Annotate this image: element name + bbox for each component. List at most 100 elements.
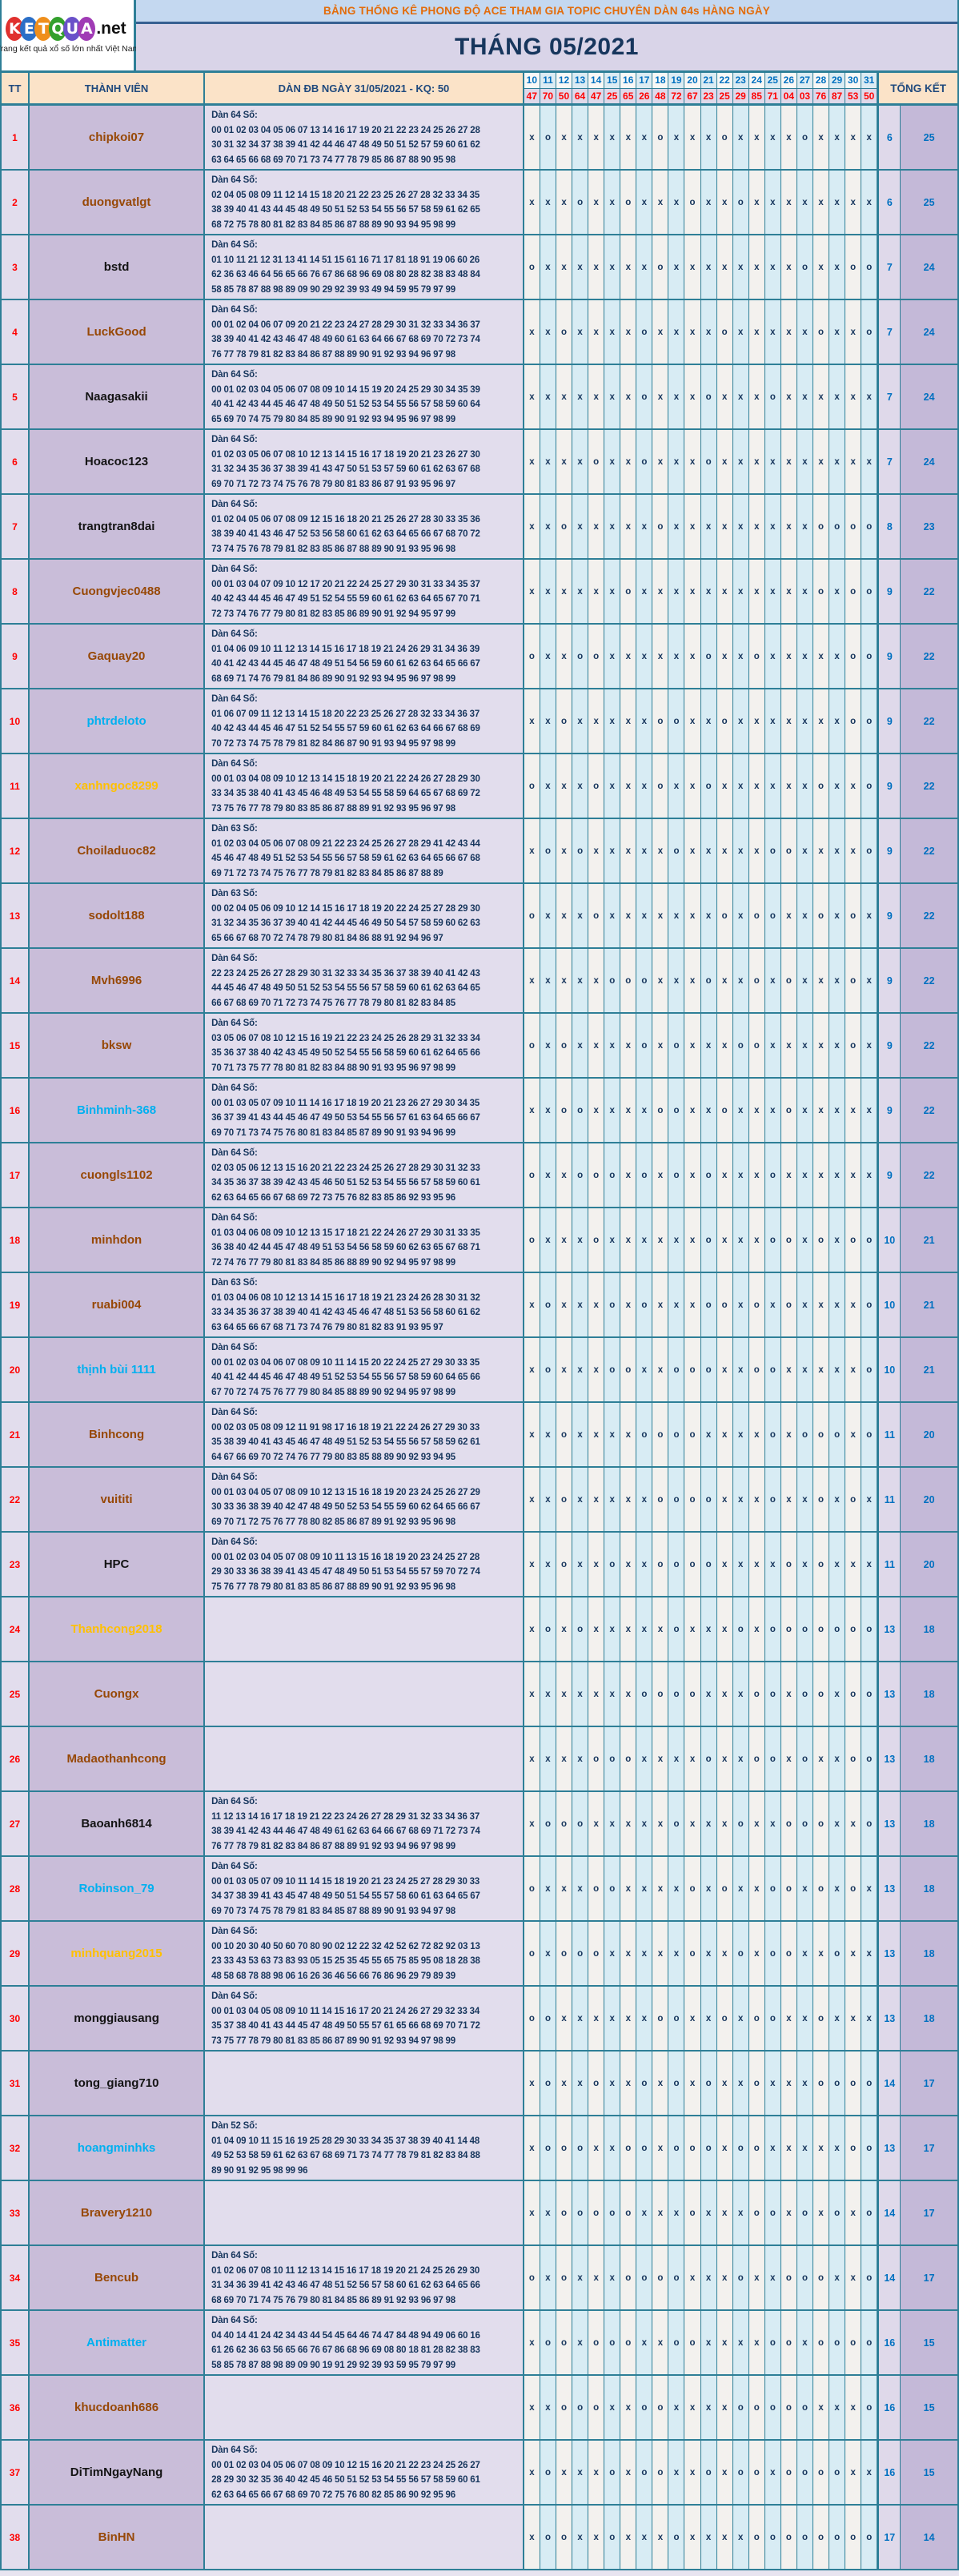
- mark-cell: x: [540, 1857, 556, 1920]
- mark-cell: x: [684, 1143, 701, 1207]
- dan-numbers-line: 00 01 02 03 04 06 07 08 09 10 11 14 15 2…: [211, 1357, 480, 1368]
- dan-numbers-line: 40 42 43 44 45 46 47 49 51 52 54 55 59 6…: [211, 594, 480, 604]
- dan-numbers-line: 64 67 66 69 70 72 74 76 77 79 80 83 85 8…: [211, 1452, 455, 1462]
- mark-cell: o: [668, 689, 685, 753]
- mark-cell: o: [524, 1014, 540, 1077]
- row-index: 23: [2, 1533, 30, 1596]
- kq-value-cell: 23: [700, 88, 717, 103]
- mark-cell: x: [829, 300, 846, 364]
- total-miss-count: 9: [879, 689, 901, 753]
- mark-cell: x: [604, 754, 621, 818]
- mark-cell: x: [716, 560, 733, 623]
- mark-cell: x: [540, 1079, 556, 1142]
- mark-cell: x: [668, 1727, 685, 1790]
- mark-cell: x: [524, 2116, 540, 2180]
- mark-cell: x: [700, 689, 717, 753]
- mark-cell: x: [764, 235, 781, 299]
- mark-cell: x: [668, 1208, 685, 1272]
- mark-cell: x: [652, 1597, 669, 1661]
- member-name: Gaquay20: [29, 625, 206, 688]
- row-index: 6: [2, 430, 30, 493]
- mark-cell: x: [845, 1079, 862, 1142]
- mark-cell: o: [556, 1014, 573, 1077]
- mark-cell: x: [620, 495, 637, 558]
- table-body: 1 chipkoi07 Dàn 64 Số: 00 01 02 03 04 05 …: [2, 106, 957, 2570]
- mark-cell: x: [796, 1338, 813, 1401]
- mark-cell: x: [764, 689, 781, 753]
- mark-cell: x: [813, 1922, 830, 1985]
- mark-cell: x: [588, 1987, 605, 2050]
- mark-cell: x: [780, 430, 797, 493]
- total-win-count: 17: [901, 2052, 957, 2115]
- mark-cell: o: [668, 1792, 685, 1855]
- mark-cell: x: [700, 2246, 717, 2309]
- mark-cell: x: [796, 1468, 813, 1531]
- mark-cell: x: [845, 1792, 862, 1855]
- mark-cell: o: [748, 2441, 765, 2504]
- mark-cell: x: [620, 235, 637, 299]
- mark-cell: x: [684, 430, 701, 493]
- dan-numbers-line: 40 41 42 43 44 45 46 47 48 49 50 51 52 5…: [211, 400, 480, 409]
- mark-cell: x: [829, 1727, 846, 1790]
- mark-cell: o: [668, 1597, 685, 1661]
- mark-cell: x: [845, 106, 862, 169]
- dan-numbers-line: 62 36 63 46 64 56 65 66 76 67 86 68 96 6…: [211, 270, 480, 279]
- mark-cell: o: [604, 1143, 621, 1207]
- dan-numbers-cell: [205, 2052, 524, 2115]
- mark-cell: x: [796, 1273, 813, 1336]
- mark-cell: x: [524, 819, 540, 882]
- dan-numbers-cell: Dàn 64 Số: 03 05 06 07 08 10 12 15 16 19 …: [205, 1014, 524, 1077]
- mark-cell: o: [556, 1079, 573, 1142]
- total-miss-count: 16: [879, 2441, 901, 2504]
- mark-cell: x: [861, 949, 877, 1012]
- mark-cell: x: [540, 235, 556, 299]
- mark-cell: o: [652, 106, 669, 169]
- mark-cell: x: [652, 1922, 669, 1985]
- mark-cell: x: [748, 1533, 765, 1596]
- total-miss-count: 8: [879, 495, 901, 558]
- mark-cell: x: [572, 884, 589, 947]
- mark-cell: o: [668, 1533, 685, 1596]
- dan-numbers-line: 00 01 03 04 07 09 10 12 17 20 21 22 24 2…: [211, 579, 480, 589]
- kq-value-cell: 50: [556, 88, 572, 103]
- dan-numbers-line: 49 52 53 58 59 61 62 63 67 68 69 71 73 7…: [211, 2151, 480, 2160]
- dan-numbers-line: 00 01 03 04 05 08 09 10 11 14 15 16 17 2…: [211, 2006, 480, 2016]
- mark-cell: x: [780, 2181, 797, 2244]
- mark-cell: x: [748, 1597, 765, 1661]
- mark-cell: x: [684, 2052, 701, 2115]
- kq-value-cell: 76: [813, 88, 829, 103]
- day-header-cell: 22: [716, 73, 733, 88]
- mark-cell: x: [652, 2052, 669, 2115]
- mark-cell: o: [588, 625, 605, 688]
- table-row: 9 Gaquay20 Dàn 64 Số: 01 04 06 09 10 11 1…: [2, 625, 957, 689]
- mark-cell: o: [732, 1792, 749, 1855]
- mark-cell: o: [764, 2506, 781, 2569]
- mark-cell: x: [796, 1143, 813, 1207]
- total-miss-count: 13: [879, 1792, 901, 1855]
- day-header-cell: 25: [764, 73, 781, 88]
- dan-numbers-cell: Dàn 52 Số: 01 04 09 10 11 15 16 19 25 28 …: [205, 2116, 524, 2180]
- kq-value-cell: 03: [796, 88, 813, 103]
- mark-cell: x: [716, 2506, 733, 2569]
- mark-cell: o: [572, 1597, 589, 1661]
- member-name: thịnh bùi 1111: [29, 1338, 206, 1401]
- mark-cell: o: [524, 235, 540, 299]
- mark-cell: x: [700, 495, 717, 558]
- mark-cell: x: [652, 560, 669, 623]
- day-header-cell: 31: [861, 73, 877, 88]
- mark-cell: x: [700, 1792, 717, 1855]
- dan-numbers-line: 00 02 04 05 06 09 10 12 14 15 16 17 18 1…: [211, 903, 480, 914]
- mark-cell: x: [716, 1468, 733, 1531]
- row-index: 27: [2, 1792, 30, 1855]
- mark-cell: x: [540, 1662, 556, 1726]
- mark-cell: x: [796, 430, 813, 493]
- mark-cell: x: [748, 106, 765, 169]
- mark-cell: x: [540, 2246, 556, 2309]
- mark-cell: o: [652, 1403, 669, 1466]
- table-row: 32 hoangminhks Dàn 52 Số: 01 04 09 10 11 …: [2, 2116, 957, 2181]
